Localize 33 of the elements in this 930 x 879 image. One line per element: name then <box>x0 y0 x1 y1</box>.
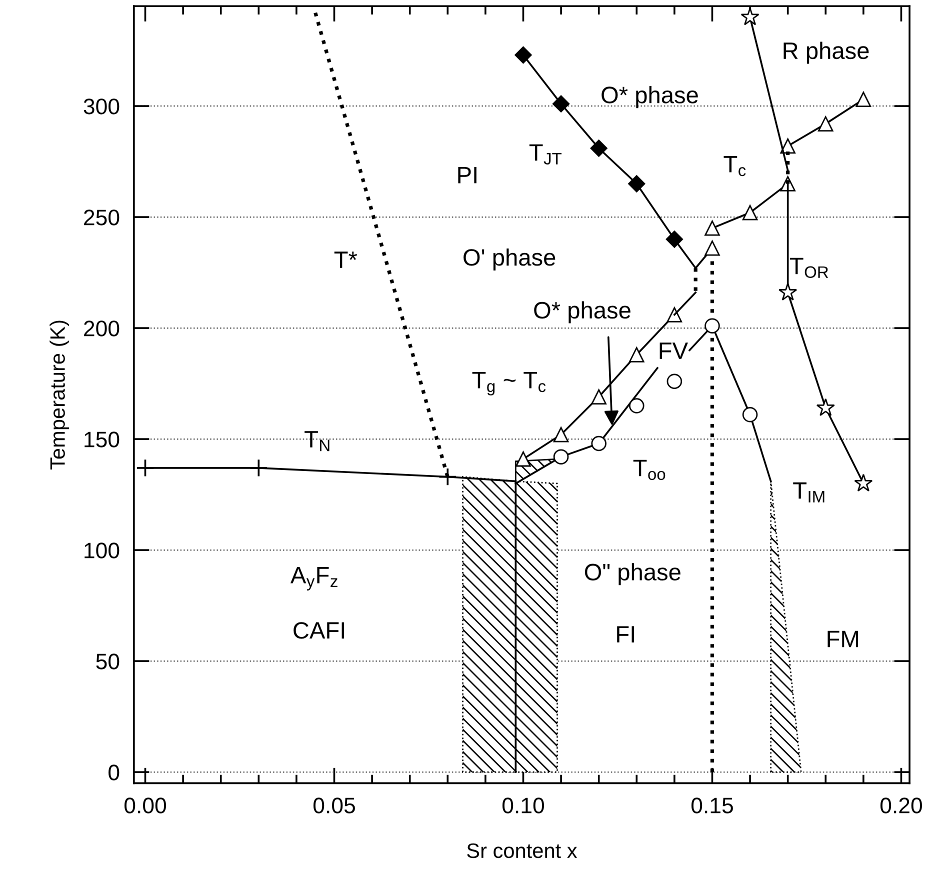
annotation: T$_{oo}$ <box>633 460 666 480</box>
y-axis-title: Temperature (K) <box>50 320 70 470</box>
x-axis-title: Sr content x <box>467 843 578 858</box>
annotation: FV <box>660 342 688 359</box>
text: 0.00 <box>124 798 166 814</box>
annotation: FI <box>617 626 634 642</box>
y-tick-label: 100 <box>84 542 120 558</box>
x-tick-label: 0.10 <box>502 798 544 814</box>
annotation: R phase <box>784 42 869 64</box>
annotation: O" phase <box>584 563 680 586</box>
annotation: O* phase <box>602 86 698 108</box>
annotation: T$_{g}$ ~ T$_{c}$ <box>472 372 546 396</box>
y-tick-label: 50 <box>96 654 120 670</box>
annotation: T$_{IM}$ <box>793 482 824 502</box>
annotation: T$_{N}$ <box>304 431 330 452</box>
y-tick-label: 200 <box>84 320 120 336</box>
annotation: T* <box>334 252 358 268</box>
annotation: T$_{JT}$ <box>529 144 562 165</box>
y-tick-label: 150 <box>84 432 120 448</box>
annotation: FM <box>828 630 858 648</box>
x-tick-label: 0.20 <box>880 798 922 814</box>
x-tick-label: 0.05 <box>313 798 355 814</box>
annotation: CAFI <box>294 622 344 639</box>
annotation: O' phase <box>464 248 556 270</box>
y-tick-label: 250 <box>84 210 120 226</box>
annotation: T$_{c}$ <box>724 156 746 176</box>
annotation: PI <box>458 166 476 184</box>
y-tick-label: 300 <box>84 98 120 114</box>
annotation: T$_{OR}$ <box>790 258 828 278</box>
y-tick-label: 0 <box>108 764 120 780</box>
annotation: A$_{y}$F$_{z}$ <box>290 567 338 590</box>
x-tick-label: 0.15 <box>691 798 733 814</box>
annotation: O* phase <box>534 301 630 324</box>
